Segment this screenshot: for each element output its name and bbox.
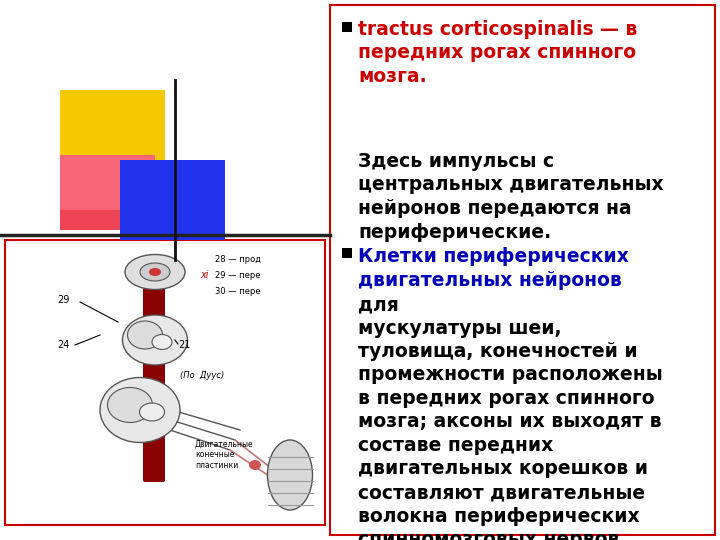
Text: 29 — пере: 29 — пере <box>215 271 261 280</box>
Bar <box>342 22 352 32</box>
Text: xi: xi <box>200 270 209 280</box>
Ellipse shape <box>100 377 180 442</box>
Text: 21: 21 <box>178 340 190 350</box>
Ellipse shape <box>149 268 161 276</box>
Text: 29: 29 <box>57 295 69 305</box>
Text: tractus corticospinalis — в
передних рогах спинного
мозга.: tractus corticospinalis — в передних рог… <box>358 20 637 86</box>
Text: 28 — прод: 28 — прод <box>215 255 261 264</box>
Ellipse shape <box>140 263 170 281</box>
Bar <box>120 160 225 240</box>
Ellipse shape <box>127 321 163 349</box>
Bar <box>5 240 325 525</box>
Ellipse shape <box>107 388 153 422</box>
Ellipse shape <box>249 460 261 470</box>
Ellipse shape <box>125 254 185 289</box>
FancyBboxPatch shape <box>143 283 165 482</box>
Text: (По  Дуус): (По Дуус) <box>180 371 224 380</box>
Text: Двигательные
конечные
пластинки: Двигательные конечные пластинки <box>195 440 253 470</box>
Bar <box>60 90 165 170</box>
Text: 30 — пере: 30 — пере <box>215 287 261 296</box>
Text: Клетки периферических
двигательных нейронов: Клетки периферических двигательных нейро… <box>358 247 629 289</box>
Bar <box>60 155 155 210</box>
Text: для
мускулатуры шеи,
туловища, конечностей и
промежности расположены
в передних : для мускулатуры шеи, туловища, конечност… <box>358 295 662 540</box>
Text: 24: 24 <box>57 340 69 350</box>
Text: Здесь импульсы с
центральных двигательных
нейронов передаются на
периферические.: Здесь импульсы с центральных двигательны… <box>358 152 664 241</box>
Ellipse shape <box>140 403 164 421</box>
Bar <box>60 155 155 230</box>
Bar <box>342 248 352 258</box>
Ellipse shape <box>122 315 187 365</box>
Bar <box>330 5 715 535</box>
Ellipse shape <box>152 334 172 349</box>
Ellipse shape <box>268 440 312 510</box>
